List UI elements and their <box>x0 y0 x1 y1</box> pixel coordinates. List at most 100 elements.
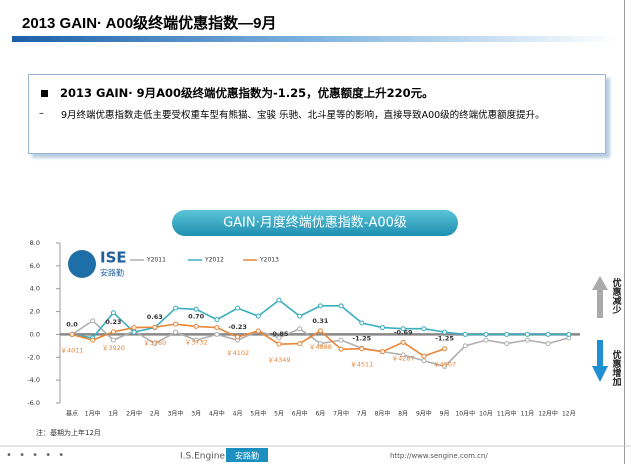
up-arrow <box>592 276 608 318</box>
x-tick-label: 12月中 <box>538 410 558 418</box>
price-label: ￥3732 <box>185 338 208 346</box>
price-label: ￥3760 <box>143 339 166 347</box>
detail: 9月终端优惠指数走低主要受权重车型有熊猫、宝骏 乐驰、北斗星等的影响，直接导致A… <box>61 110 545 121</box>
slide-title: 2013 GAIN· A00级终端优惠指数—9月 <box>22 15 277 32</box>
x-tick-label: 3月 <box>191 411 201 418</box>
down-arrow <box>592 340 608 382</box>
footer-badge <box>226 448 268 462</box>
logo-name: 安路勤 <box>100 268 124 278</box>
x-tick-label: 11月 <box>521 411 535 418</box>
point <box>359 320 365 326</box>
x-tick-label: 5月中 <box>250 410 266 418</box>
headline: 2013 GAIN· 9月A00级终端优惠指数为-1.25，优惠额度上升220元… <box>41 85 434 101</box>
point <box>380 325 385 331</box>
value-label: 0.70 <box>188 312 205 320</box>
logo-mark: ISE <box>100 249 127 267</box>
y-tick-label: 0.0 <box>30 330 40 338</box>
title-rule <box>12 36 618 42</box>
x-tick-label: 3月中 <box>168 410 184 418</box>
point <box>276 297 282 303</box>
point <box>173 305 178 311</box>
point <box>421 326 427 332</box>
point <box>90 318 96 324</box>
point <box>566 331 572 337</box>
value-label: 0.31 <box>312 317 329 325</box>
x-tick-label: 8月中 <box>375 410 391 418</box>
x-tick-label: 10月中 <box>455 410 475 418</box>
footer-brand: I.S.Engine <box>180 452 225 462</box>
price-label: ￥4102 <box>226 349 249 357</box>
x-tick-label: 8月 <box>398 411 408 418</box>
point <box>421 358 427 364</box>
y-tick-label: -4.0 <box>27 376 40 384</box>
point <box>297 326 303 332</box>
point <box>214 325 220 331</box>
x-tick-label: 1月 <box>108 411 118 418</box>
point <box>317 341 323 347</box>
x-tick-label: 2月中 <box>126 410 142 418</box>
x-tick-label: 9月 <box>440 411 450 418</box>
point <box>173 329 178 335</box>
y-tick-label: 4.0 <box>30 285 40 293</box>
value-label: -1.25 <box>352 335 371 343</box>
point <box>297 313 303 319</box>
point <box>317 303 323 309</box>
x-tick-label: 11月中 <box>497 410 517 418</box>
value-label: -0.85 <box>270 330 289 338</box>
x-tick-label: 4月 <box>233 411 243 418</box>
legend-label: Y2013 <box>259 257 279 264</box>
value-label: -1.25 <box>435 335 454 343</box>
point <box>255 313 261 319</box>
x-tick-label: 6月 <box>315 411 325 418</box>
point <box>442 363 448 369</box>
x-tick-label: 10月 <box>479 411 493 418</box>
point <box>504 341 510 347</box>
value-label: 0.0 <box>66 320 78 328</box>
edge-line <box>624 0 625 464</box>
chart-title-pill <box>172 210 458 236</box>
point <box>110 329 116 335</box>
point <box>317 328 323 334</box>
point <box>338 346 344 352</box>
x-tick-label: 5月 <box>274 411 284 418</box>
x-tick-label: 基点 <box>66 410 78 418</box>
point <box>545 341 551 347</box>
side-label: 优惠增加 <box>611 349 623 387</box>
x-tick-label: 7月中 <box>333 410 349 418</box>
y-tick-label: 2.0 <box>30 308 40 316</box>
point <box>297 341 303 347</box>
footer-dots: • • • • • <box>6 450 66 461</box>
point <box>380 349 385 355</box>
note: 注：基期为上年12月 <box>36 428 101 437</box>
point <box>193 306 199 312</box>
point <box>193 337 199 343</box>
y-tick-label: 8.0 <box>30 239 40 247</box>
value-label: 0.63 <box>147 313 163 321</box>
point <box>338 337 344 343</box>
logo-globe <box>68 250 96 278</box>
y-tick-label: 6.0 <box>30 262 40 270</box>
footer-brand-cn: 安路勤 <box>235 451 259 461</box>
value-label: -0.69 <box>394 328 413 336</box>
bullet-dash: – <box>39 108 44 119</box>
point <box>214 331 220 337</box>
x-tick-label: 12月 <box>562 411 576 418</box>
value-label: 0.23 <box>105 318 121 326</box>
point <box>400 326 406 332</box>
point <box>235 305 241 311</box>
x-tick-label: 2月 <box>150 411 160 418</box>
point <box>214 317 220 323</box>
point <box>545 331 551 337</box>
point <box>193 323 199 329</box>
point <box>110 310 116 316</box>
point <box>173 321 178 327</box>
price-label: ￥4511 <box>350 361 373 369</box>
point <box>400 339 406 345</box>
x-tick-label: 7月 <box>357 411 367 418</box>
price-label: ￥4888 <box>309 343 332 351</box>
point <box>462 343 468 349</box>
point <box>90 337 96 343</box>
chart-title: GAIN·月度终端优惠指数-A00级 <box>223 215 407 231</box>
point <box>483 337 489 343</box>
y-tick-label: -2.0 <box>27 353 40 361</box>
